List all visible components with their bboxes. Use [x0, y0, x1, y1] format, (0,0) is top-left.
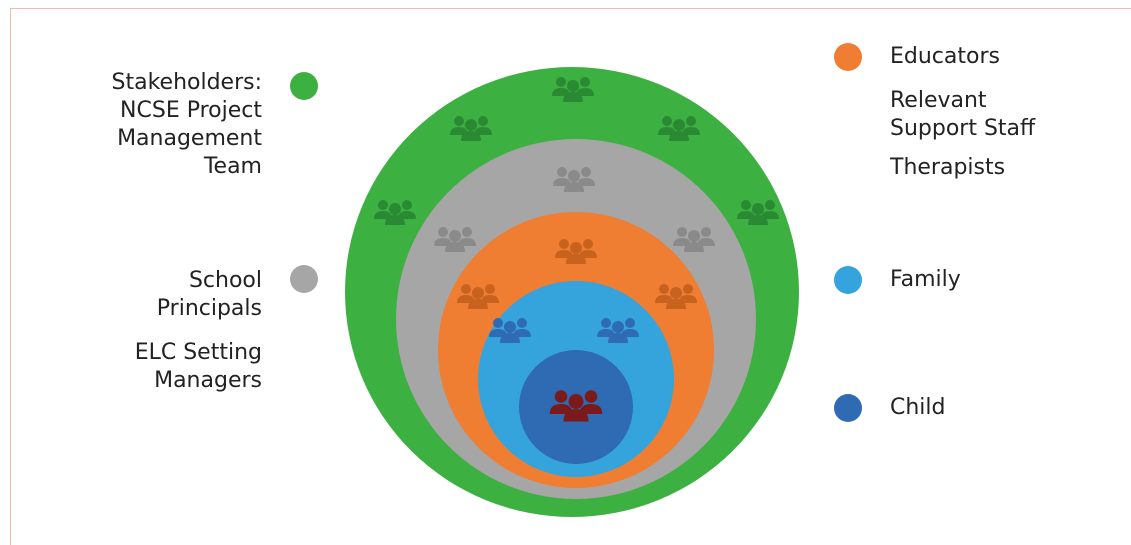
support-staff-line-2: Support Staff: [890, 116, 1036, 141]
stakeholders-line-4: Team: [203, 154, 262, 179]
school-line-2: Principals: [156, 296, 262, 321]
therapists-label: Therapists: [890, 155, 1006, 180]
educators-swatch: [834, 43, 862, 71]
school-line-4: Managers: [154, 368, 262, 393]
school-swatch: [290, 265, 318, 293]
figure-frame: [10, 8, 1131, 545]
stakeholders-swatch: [290, 72, 318, 100]
stakeholders-line-2: NCSE Project: [120, 98, 262, 123]
stakeholders-line-3: Management: [117, 126, 262, 151]
family-label: Family: [890, 267, 961, 292]
educators-label: Educators: [890, 44, 1000, 69]
school-line-1: School: [188, 268, 262, 293]
family-swatch: [834, 266, 862, 294]
support-staff-line-1: Relevant: [890, 88, 987, 113]
child-label: Child: [890, 395, 946, 420]
child-swatch: [834, 394, 862, 422]
stakeholders-line-1: Stakeholders:: [111, 70, 263, 95]
school-line-3: ELC Setting: [134, 340, 262, 365]
